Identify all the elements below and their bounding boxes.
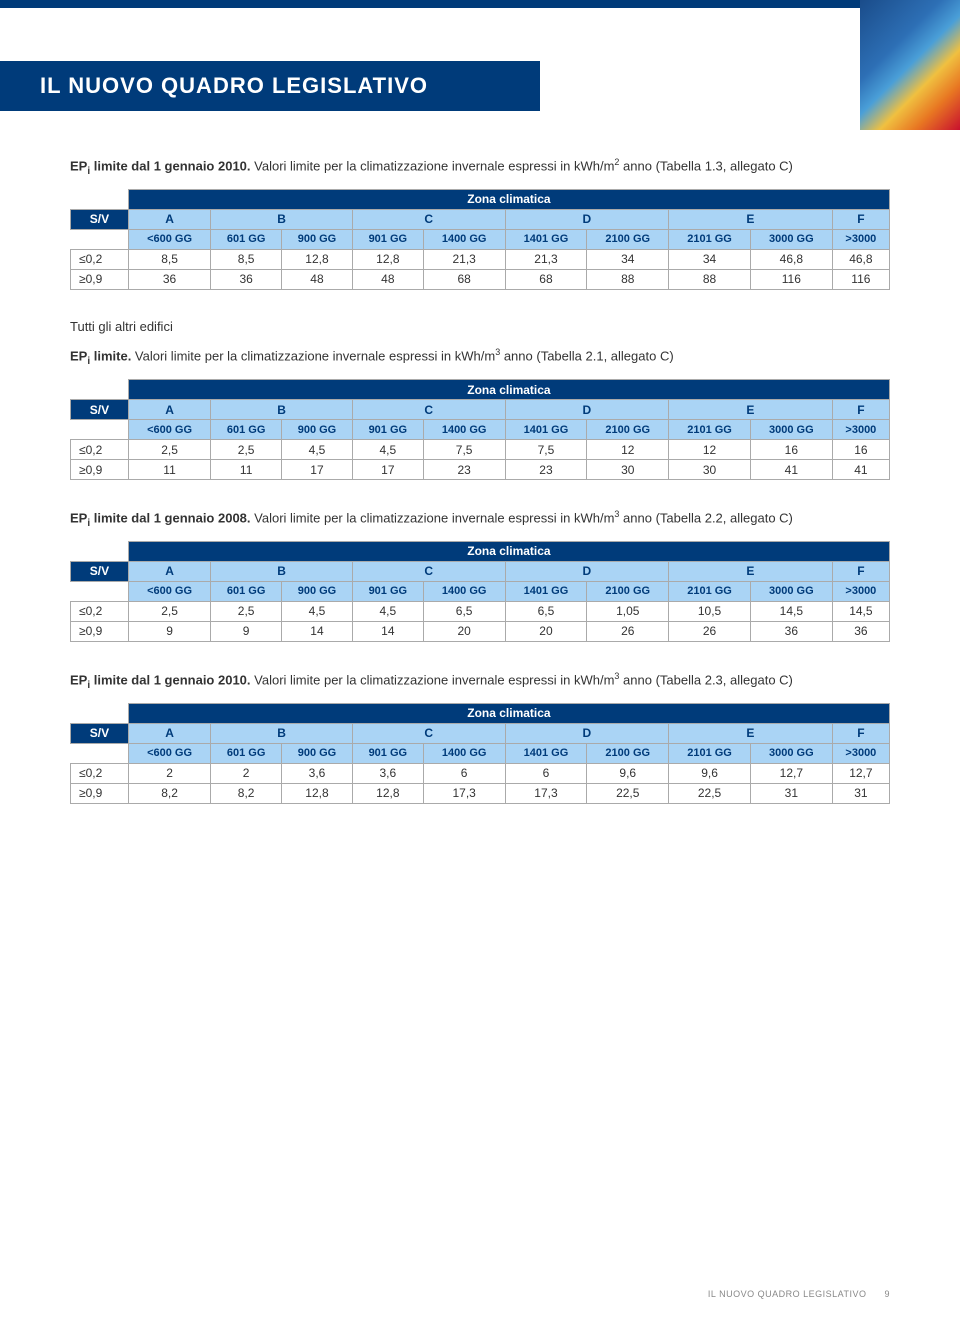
intro-para-1: EPi limite dal 1 gennaio 2010. Valori li… [70,156,890,179]
intro-para-4: EPi limite dal 1 gennaio 2010. Valori li… [70,670,890,693]
thermal-image [860,0,960,130]
table-row: ≤0,2 8,58,512,812,821,321,3343446,846,8 [71,249,890,269]
content-area: EPi limite dal 1 gennaio 2010. Valori li… [0,111,960,862]
table-3: Zona climatica S/V A B C D E F <600 GG60… [70,541,890,642]
table-row: ≥0,9 991414202026263636 [71,621,890,641]
intro-para-3: EPi limite dal 1 gennaio 2008. Valori li… [70,508,890,531]
table-row: ≥0,9 8,28,212,812,817,317,322,522,53131 [71,783,890,803]
page-header: IL NUOVO QUADRO LEGISLATIVO [0,61,540,111]
table-row: ≤0,2 223,63,6669,69,612,712,7 [71,763,890,783]
section2-heading: Tutti gli altri edifici [70,318,890,336]
page-title: IL NUOVO QUADRO LEGISLATIVO [40,73,500,99]
table-1: Zona climatica S/V A B C D E F <600 GG 6… [70,189,890,290]
intro-para-2: EPi limite. Valori limite per la climati… [70,346,890,369]
table-row: ≤0,2 2,52,54,54,56,56,51,0510,514,514,5 [71,601,890,621]
table-2: Zona climatica S/V A B C D E F <600 GG60… [70,379,890,480]
table-row: ≥0,9 11111717232330304141 [71,460,890,480]
table-4: Zona climatica S/V A B C D E F <600 GG60… [70,703,890,804]
table-row: ≥0,9 3636484868688888116116 [71,269,890,289]
top-accent-bar [0,0,960,8]
table-row: ≤0,2 2,52,54,54,57,57,512121616 [71,440,890,460]
page-footer: IL NUOVO QUADRO LEGISLATIVO 9 [708,1289,890,1299]
